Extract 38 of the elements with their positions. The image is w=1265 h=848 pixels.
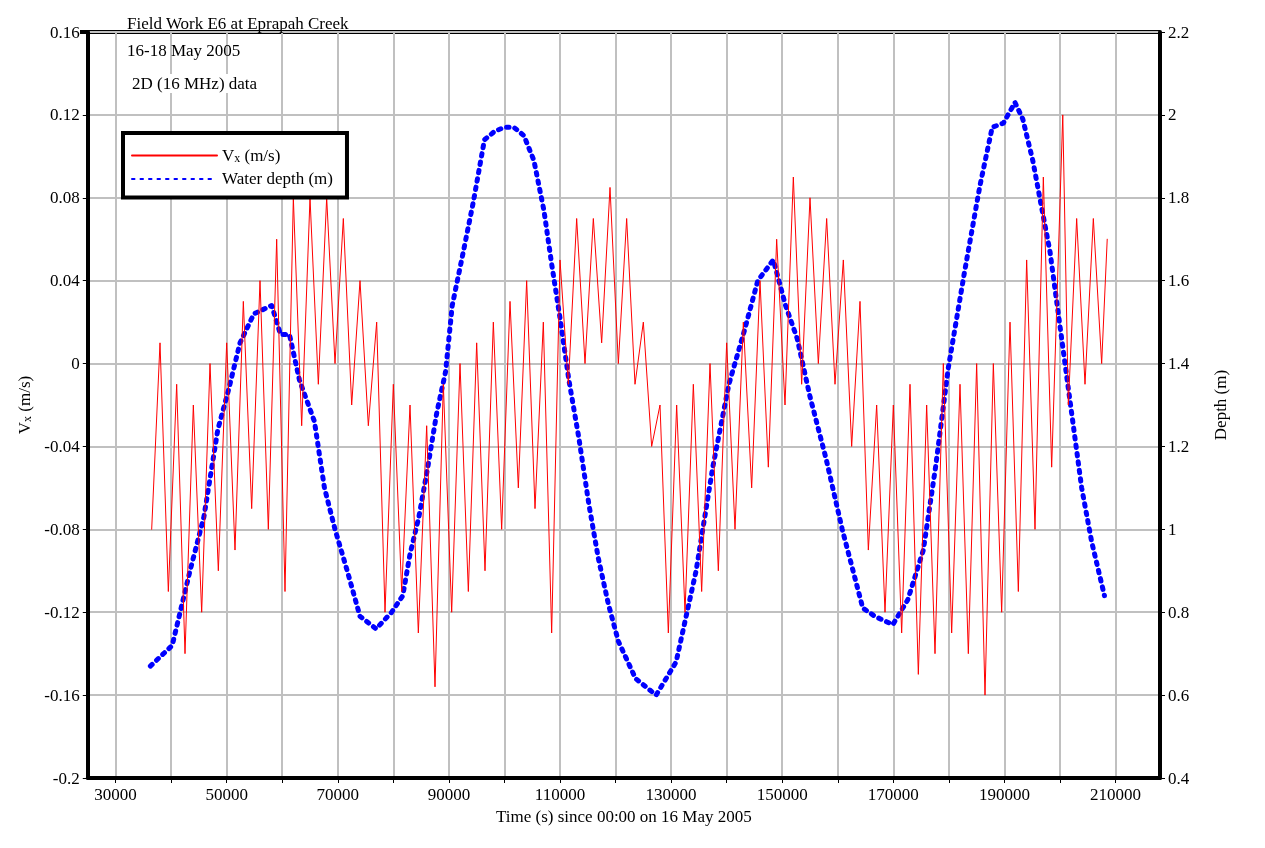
y2-tick-label: 0.4 <box>1168 768 1190 788</box>
y2-tick-label: 1.6 <box>1168 271 1190 291</box>
y-tick-label: -0.2 <box>52 768 80 788</box>
y-tick-label: 0 <box>71 354 80 374</box>
x-axis-title: Time (s) since 00:00 on 16 May 2005 <box>496 807 752 826</box>
y-tick-label: -0.08 <box>44 519 80 539</box>
y2-tick-label: 1.4 <box>1168 354 1190 374</box>
y2-tick-label: 1.2 <box>1168 436 1190 456</box>
y2-tick-label: 1.8 <box>1168 188 1190 208</box>
y2-tick-label: 2.2 <box>1168 22 1190 42</box>
x-tick-label: 130000 <box>645 785 697 804</box>
x-tick-label: 110000 <box>534 785 586 804</box>
x-tick-label: 30000 <box>94 785 137 804</box>
y-axis-title: Vx (m/s) <box>15 375 35 435</box>
y-tick-label: 0.08 <box>50 188 80 208</box>
y2-tick-label: 0.6 <box>1168 685 1190 705</box>
y-tick-label: -0.04 <box>44 436 81 456</box>
y2-tick-label: 0.8 <box>1168 602 1190 622</box>
y-tick-label: 0.16 <box>50 22 80 42</box>
legend-label: Vx (m/s) <box>222 146 281 166</box>
y2-tick-label: 1 <box>1168 519 1177 539</box>
x-tick-label: 170000 <box>867 785 919 804</box>
x-tick-label: 210000 <box>1090 785 1142 804</box>
y-tick-label: -0.12 <box>44 602 80 622</box>
legend-label: Water depth (m) <box>222 169 333 189</box>
y-tick-label: 0.04 <box>50 271 81 291</box>
text: 16-18 May 2005 <box>127 41 241 60</box>
x-tick-label: 150000 <box>756 785 808 804</box>
x-tick-label: 70000 <box>316 785 360 804</box>
x-tick-label: 90000 <box>427 785 471 804</box>
x-tick-label: 190000 <box>978 785 1030 804</box>
chart-title: Field Work E6 at Eprapah Creek <box>127 14 350 33</box>
y-tick-label: -0.16 <box>44 685 80 705</box>
y2-axis-title: Depth (m) <box>1211 369 1230 441</box>
y-tick-label: 0.12 <box>50 105 80 125</box>
annotation: 2D (16 MHz) data <box>132 74 258 93</box>
x-tick-label: 50000 <box>205 785 248 804</box>
y2-tick-label: 2 <box>1168 105 1177 125</box>
